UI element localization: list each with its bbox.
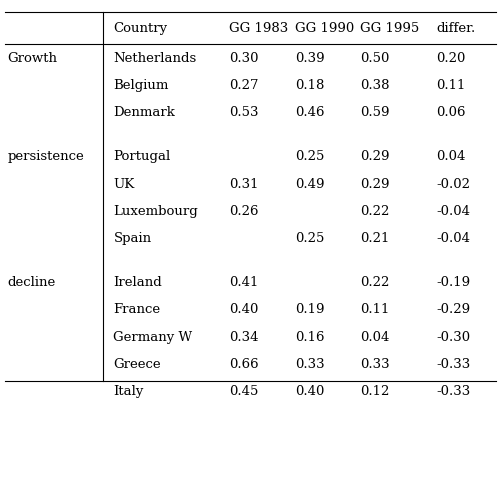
Text: 0.40: 0.40 — [229, 303, 259, 317]
Text: -0.19: -0.19 — [436, 276, 470, 289]
Text: 0.38: 0.38 — [360, 79, 390, 92]
Text: 0.18: 0.18 — [295, 79, 324, 92]
Text: GG 1983: GG 1983 — [229, 22, 289, 35]
Text: 0.19: 0.19 — [295, 303, 325, 317]
Text: 0.22: 0.22 — [360, 276, 390, 289]
Text: 0.31: 0.31 — [229, 177, 259, 191]
Text: 0.29: 0.29 — [360, 177, 390, 191]
Text: 0.21: 0.21 — [360, 232, 390, 245]
Text: 0.53: 0.53 — [229, 106, 259, 119]
Text: -0.02: -0.02 — [436, 177, 470, 191]
Text: Belgium: Belgium — [113, 79, 169, 92]
Text: 0.04: 0.04 — [360, 330, 390, 344]
Text: differ.: differ. — [436, 22, 475, 35]
Text: 0.12: 0.12 — [360, 385, 390, 398]
Text: 0.06: 0.06 — [436, 106, 466, 119]
Text: 0.34: 0.34 — [229, 330, 259, 344]
Text: Greece: Greece — [113, 358, 161, 371]
Text: Portugal: Portugal — [113, 150, 171, 164]
Text: 0.39: 0.39 — [295, 51, 325, 65]
Text: 0.11: 0.11 — [360, 303, 390, 317]
Text: -0.04: -0.04 — [436, 205, 470, 218]
Text: Netherlands: Netherlands — [113, 51, 197, 65]
Text: 0.40: 0.40 — [295, 385, 324, 398]
Text: Denmark: Denmark — [113, 106, 175, 119]
Text: Italy: Italy — [113, 385, 144, 398]
Text: Luxembourg: Luxembourg — [113, 205, 198, 218]
Text: 0.27: 0.27 — [229, 79, 259, 92]
Text: Country: Country — [113, 22, 167, 35]
Text: 0.20: 0.20 — [436, 51, 465, 65]
Text: -0.33: -0.33 — [436, 385, 470, 398]
Text: 0.26: 0.26 — [229, 205, 259, 218]
Text: -0.30: -0.30 — [436, 330, 470, 344]
Text: Growth: Growth — [8, 51, 57, 65]
Text: -0.29: -0.29 — [436, 303, 470, 317]
Text: UK: UK — [113, 177, 135, 191]
Text: 0.33: 0.33 — [295, 358, 325, 371]
Text: -0.33: -0.33 — [436, 358, 470, 371]
Text: decline: decline — [8, 276, 56, 289]
Text: Ireland: Ireland — [113, 276, 162, 289]
Text: persistence: persistence — [8, 150, 84, 164]
Text: 0.46: 0.46 — [295, 106, 325, 119]
Text: 0.11: 0.11 — [436, 79, 465, 92]
Text: 0.16: 0.16 — [295, 330, 325, 344]
Text: -0.04: -0.04 — [436, 232, 470, 245]
Text: 0.59: 0.59 — [360, 106, 390, 119]
Text: Spain: Spain — [113, 232, 152, 245]
Text: 0.30: 0.30 — [229, 51, 259, 65]
Text: GG 1995: GG 1995 — [360, 22, 420, 35]
Text: 0.29: 0.29 — [360, 150, 390, 164]
Text: 0.66: 0.66 — [229, 358, 259, 371]
Text: 0.04: 0.04 — [436, 150, 465, 164]
Text: France: France — [113, 303, 161, 317]
Text: 0.25: 0.25 — [295, 150, 324, 164]
Text: 0.22: 0.22 — [360, 205, 390, 218]
Text: 0.41: 0.41 — [229, 276, 259, 289]
Text: 0.50: 0.50 — [360, 51, 390, 65]
Text: Germany W: Germany W — [113, 330, 193, 344]
Text: 0.33: 0.33 — [360, 358, 390, 371]
Text: GG 1990: GG 1990 — [295, 22, 354, 35]
Text: 0.45: 0.45 — [229, 385, 259, 398]
Text: 0.49: 0.49 — [295, 177, 325, 191]
Text: 0.25: 0.25 — [295, 232, 324, 245]
